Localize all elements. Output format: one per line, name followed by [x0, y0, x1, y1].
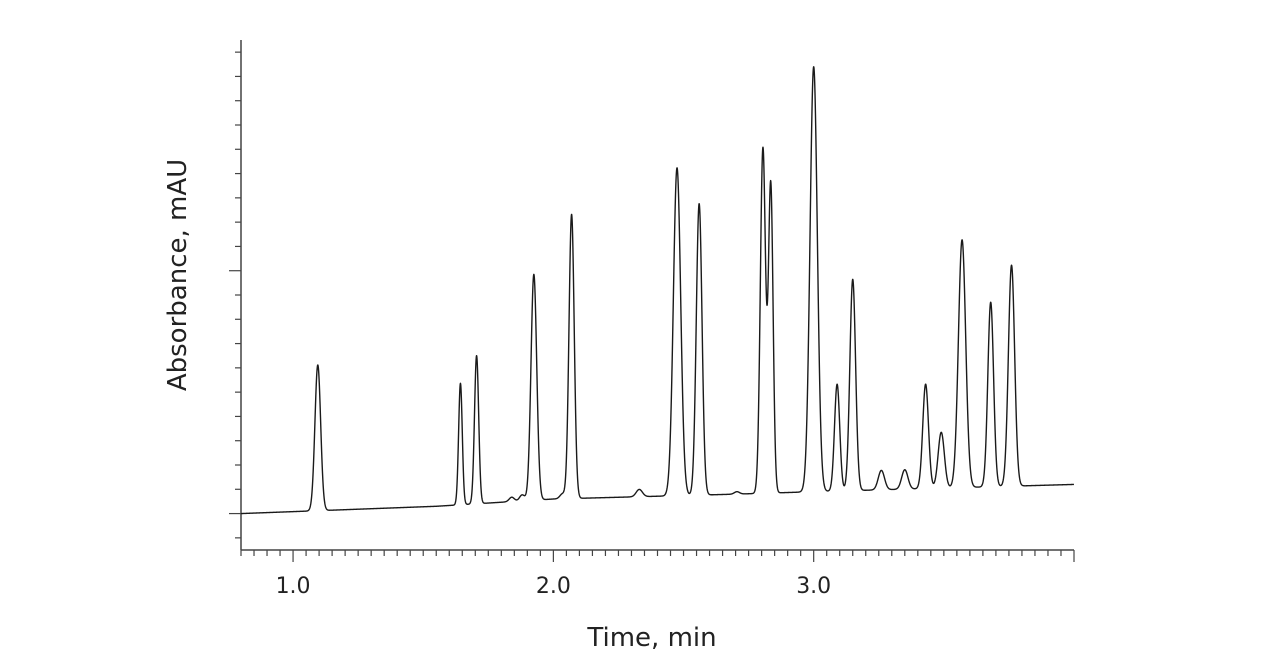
- axes: [240, 40, 1074, 551]
- x-tick-label: 3.0: [796, 574, 831, 599]
- chromatogram-trace-0: [240, 66, 1075, 515]
- x-tick-label: 1.0: [276, 574, 311, 599]
- ticks: 1.0 2.0 3.0: [229, 51, 1075, 599]
- x-tick-label: 2.0: [536, 574, 571, 599]
- y-axis-title: Absorbance, mAU: [163, 159, 193, 391]
- x-axis-title: Time, min: [586, 623, 716, 652]
- trace-layer: [240, 66, 1075, 515]
